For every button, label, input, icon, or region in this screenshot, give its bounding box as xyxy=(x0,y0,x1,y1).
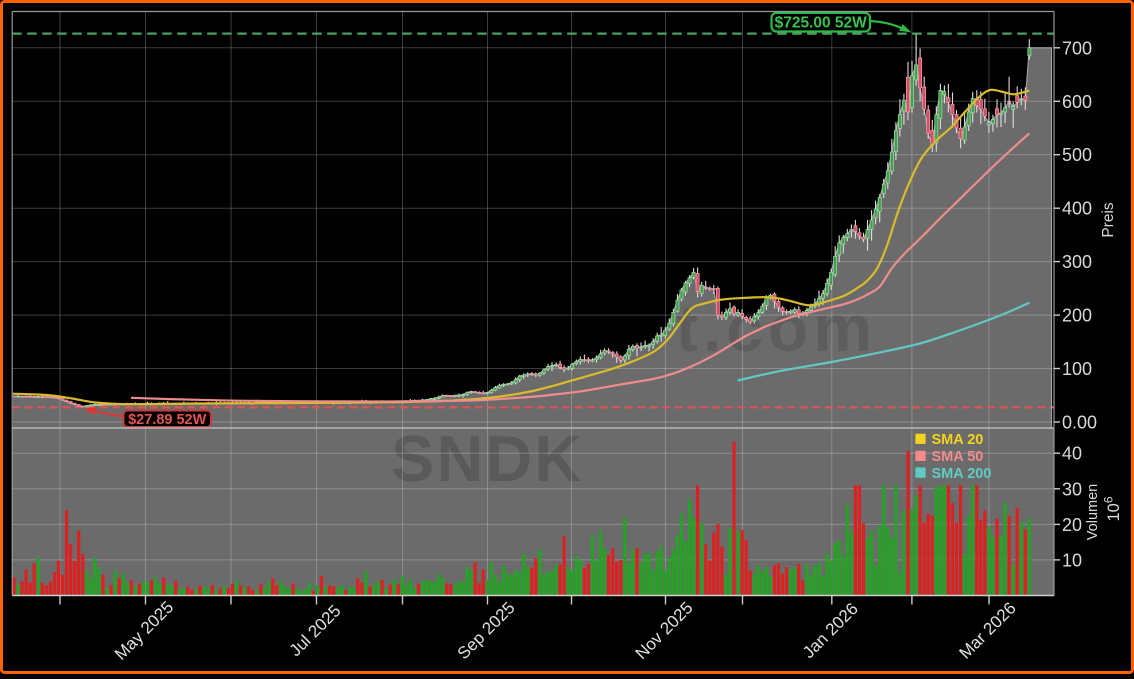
svg-text:300: 300 xyxy=(1062,252,1092,272)
svg-text:400: 400 xyxy=(1062,199,1092,219)
svg-text:SNDK: SNDK xyxy=(391,422,583,495)
svg-text:SMA 200: SMA 200 xyxy=(932,466,992,482)
svg-text:Volumen: Volumen xyxy=(1085,484,1101,540)
svg-text:20: 20 xyxy=(1062,515,1082,535)
svg-text:10: 10 xyxy=(1062,550,1082,570)
svg-text:$725.00 52W: $725.00 52W xyxy=(775,15,868,32)
svg-text:500: 500 xyxy=(1062,145,1092,165)
svg-text:100: 100 xyxy=(1062,359,1092,379)
svg-text:200: 200 xyxy=(1062,306,1092,326)
svg-text:Preis: Preis xyxy=(1100,202,1117,238)
svg-text:SMA 50: SMA 50 xyxy=(932,449,984,465)
svg-text:40: 40 xyxy=(1062,444,1082,464)
svg-text:0.00: 0.00 xyxy=(1062,413,1097,433)
svg-text:30: 30 xyxy=(1062,479,1082,499)
svg-text:700: 700 xyxy=(1062,38,1092,58)
svg-text:SMA 20: SMA 20 xyxy=(932,432,984,448)
svg-text:600: 600 xyxy=(1062,92,1092,112)
svg-text:$27.89 52W: $27.89 52W xyxy=(128,412,207,428)
